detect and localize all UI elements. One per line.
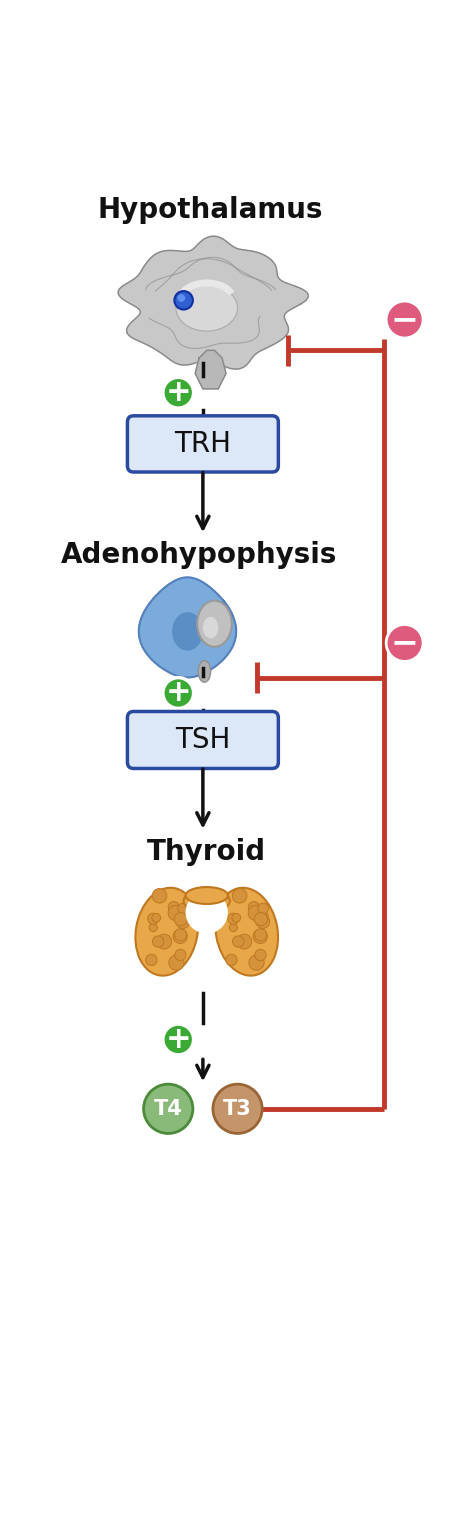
Polygon shape [118, 236, 308, 370]
Circle shape [173, 929, 187, 944]
Ellipse shape [216, 887, 278, 976]
Circle shape [163, 377, 194, 408]
Text: T4: T4 [154, 1100, 182, 1118]
Circle shape [248, 906, 264, 921]
Ellipse shape [198, 661, 210, 682]
Text: Thyroid: Thyroid [147, 838, 266, 865]
Circle shape [178, 902, 188, 913]
Circle shape [157, 935, 172, 949]
Circle shape [229, 924, 237, 932]
Text: TSH: TSH [175, 725, 230, 755]
Circle shape [255, 929, 267, 941]
Circle shape [213, 1084, 262, 1133]
Circle shape [174, 929, 187, 941]
Ellipse shape [197, 601, 232, 647]
Circle shape [174, 913, 187, 926]
Circle shape [228, 913, 239, 924]
Ellipse shape [172, 611, 203, 650]
FancyBboxPatch shape [128, 711, 278, 768]
Circle shape [232, 889, 247, 902]
Text: −: − [391, 627, 419, 659]
Circle shape [232, 913, 241, 922]
Circle shape [169, 955, 184, 970]
Circle shape [249, 955, 264, 970]
Circle shape [256, 915, 270, 929]
Polygon shape [195, 350, 226, 388]
Circle shape [152, 913, 161, 922]
Ellipse shape [136, 887, 198, 976]
Circle shape [168, 906, 183, 921]
Ellipse shape [203, 616, 219, 638]
Circle shape [174, 291, 193, 310]
Circle shape [153, 936, 164, 947]
Ellipse shape [176, 285, 237, 331]
FancyBboxPatch shape [128, 416, 278, 471]
Text: +: + [165, 1026, 191, 1053]
Circle shape [175, 906, 184, 915]
Text: Adenohypophysis: Adenohypophysis [61, 541, 337, 568]
Ellipse shape [183, 889, 230, 912]
Circle shape [176, 915, 190, 929]
Polygon shape [139, 578, 236, 678]
Circle shape [258, 902, 268, 913]
Text: +: + [165, 679, 191, 707]
Text: Hypothalamus: Hypothalamus [98, 196, 323, 225]
Text: +: + [165, 379, 191, 407]
Circle shape [163, 1024, 194, 1055]
Ellipse shape [185, 887, 228, 904]
Circle shape [386, 625, 423, 662]
Circle shape [226, 955, 237, 966]
Circle shape [237, 935, 252, 949]
Circle shape [255, 906, 264, 915]
Circle shape [146, 955, 157, 966]
Circle shape [163, 678, 194, 708]
Circle shape [144, 1084, 193, 1133]
Text: TRH: TRH [174, 430, 231, 457]
Circle shape [148, 913, 159, 924]
Circle shape [168, 901, 179, 913]
Circle shape [248, 901, 259, 913]
Circle shape [253, 929, 267, 944]
Text: T3: T3 [223, 1100, 252, 1118]
Circle shape [255, 913, 267, 926]
Circle shape [177, 294, 185, 302]
Ellipse shape [185, 892, 228, 933]
Circle shape [152, 889, 167, 902]
Circle shape [386, 300, 423, 337]
Circle shape [255, 949, 266, 961]
Circle shape [178, 912, 188, 921]
Circle shape [175, 949, 186, 961]
Circle shape [258, 912, 268, 921]
Circle shape [149, 924, 157, 932]
Text: −: − [391, 303, 419, 336]
Circle shape [233, 936, 244, 947]
